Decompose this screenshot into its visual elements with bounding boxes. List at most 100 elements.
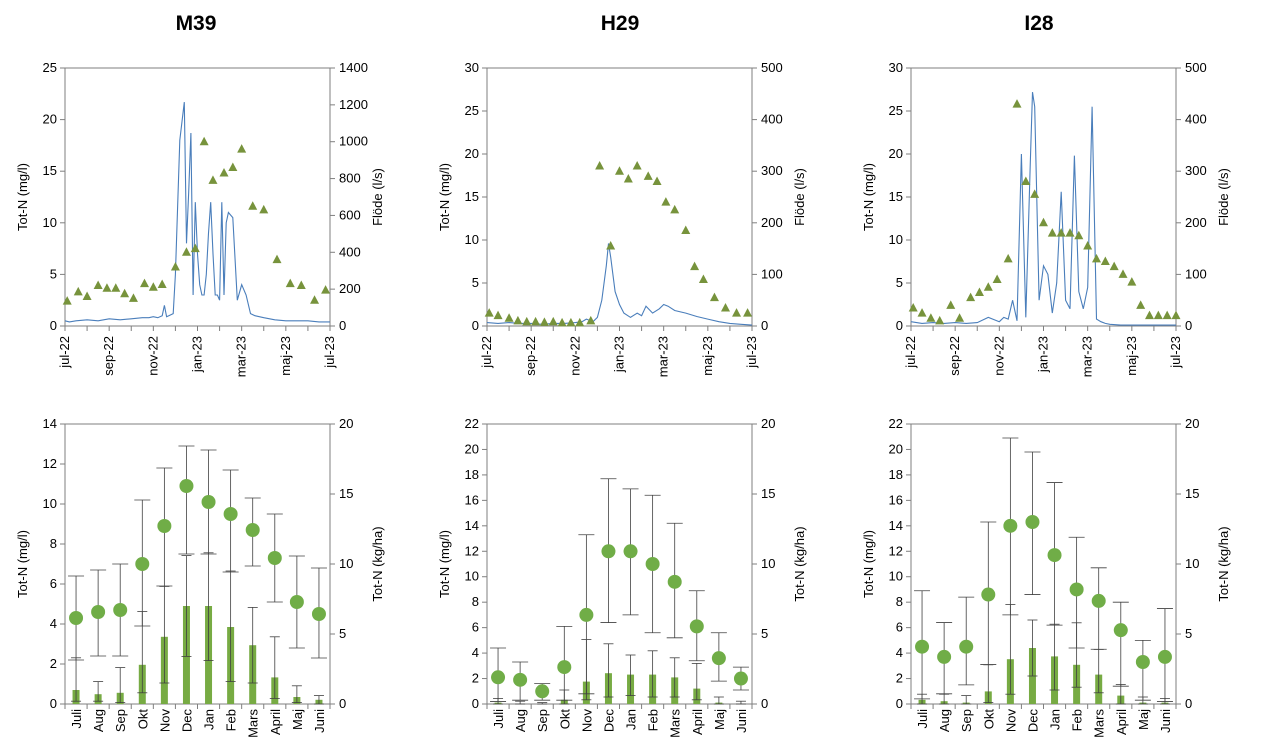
- x-tick-label: jul-23: [744, 336, 759, 369]
- y2-axis-label: Flöde (l/s): [1216, 168, 1231, 226]
- flow-marker: [181, 247, 191, 256]
- y-tick-label: 10: [465, 232, 479, 247]
- y-tick-label: 4: [50, 616, 57, 631]
- flow-marker: [228, 162, 238, 172]
- flow-marker: [721, 302, 730, 312]
- x-tick-label: Jan: [624, 709, 639, 730]
- flow-marker: [1162, 310, 1172, 320]
- flow-marker: [157, 279, 167, 289]
- x-tick-label: April: [1114, 709, 1129, 735]
- x-tick-label: maj-23: [278, 336, 293, 376]
- concentration-mean-dot: [113, 603, 128, 617]
- concentration-mean-dot: [1157, 649, 1172, 664]
- chart-m39-timeseries: 0 5 10 15 20 25 0 200 400 600 800 1000 1200 1400 Tot-N…: [15, 60, 385, 377]
- flow-marker: [615, 166, 624, 175]
- flow-marker: [504, 313, 514, 322]
- y-tick-label: 12: [465, 543, 479, 558]
- y2-tick-label: 5: [761, 626, 768, 641]
- flow-marker: [698, 274, 708, 284]
- tot-n-concentration-line: [64, 102, 330, 323]
- concentration-mean-dot: [959, 639, 974, 654]
- y-tick-label: 0: [896, 696, 903, 711]
- x-tick-label: nov-22: [567, 336, 582, 376]
- y2-tick-label: 10: [761, 556, 775, 571]
- flow-marker: [743, 308, 753, 317]
- x-tick-label: mar-23: [234, 336, 249, 377]
- concentration-mean-dot: [223, 507, 238, 521]
- concentration-mean-dot: [937, 649, 952, 664]
- concentration-mean-dot: [1069, 582, 1084, 597]
- flow-marker: [548, 316, 558, 326]
- flow-marker: [73, 286, 83, 296]
- concentration-mean-dot: [179, 479, 194, 493]
- y-tick-label: 20: [889, 146, 903, 161]
- y-tick-label: 5: [472, 275, 479, 290]
- x-tick-label: jul-22: [903, 336, 918, 369]
- flow-marker: [1145, 310, 1154, 320]
- flow-marker: [652, 176, 662, 186]
- flow-marker: [493, 310, 503, 320]
- x-tick-label: Nov: [579, 709, 594, 733]
- flow-marker: [1153, 310, 1163, 320]
- flow-marker: [670, 204, 680, 214]
- x-tick-label: Sep: [113, 709, 128, 732]
- flow-marker: [690, 261, 700, 271]
- chart-i28-monthly: 0 2 4 6 8 10 12 14 16 18 20 22 0 5 10 15 20 Tot-N (mg/l) T…: [861, 416, 1231, 738]
- x-tick-label: Jan: [1048, 709, 1063, 730]
- flow-marker: [1127, 277, 1137, 286]
- x-tick-label: Okt: [135, 709, 150, 730]
- x-tick-label: Dec: [179, 709, 194, 733]
- flow-marker: [237, 144, 247, 153]
- flow-marker: [586, 315, 596, 325]
- x-tick-label: Maj: [712, 709, 727, 730]
- x-tick-label: mar-23: [1080, 336, 1095, 377]
- flow-marker: [681, 225, 691, 235]
- flow-marker: [272, 254, 282, 264]
- x-tick-label: Maj: [290, 709, 305, 730]
- y-tick-label: 0: [472, 318, 479, 333]
- y2-tick-label: 800: [339, 171, 361, 186]
- x-tick-label: sep-22: [101, 336, 116, 376]
- concentration-mean-dot: [245, 523, 260, 537]
- y-tick-label: 25: [889, 103, 903, 118]
- flow-marker: [219, 168, 229, 177]
- concentration-mean-dot: [1113, 623, 1128, 638]
- flow-marker: [917, 308, 927, 317]
- concentration-mean-dot: [1025, 515, 1040, 529]
- flow-marker: [1109, 261, 1119, 271]
- y2-tick-label: 400: [339, 244, 361, 259]
- y2-tick-label: 0: [761, 318, 768, 333]
- x-tick-label: Maj: [1136, 709, 1151, 730]
- concentration-mean-dot: [1047, 548, 1062, 563]
- y2-tick-label: 20: [761, 416, 775, 431]
- y-tick-label: 6: [50, 576, 57, 591]
- y-tick-label: 10: [889, 232, 903, 247]
- flow-marker: [935, 315, 945, 325]
- concentration-mean-dot: [91, 605, 106, 619]
- flow-marker: [992, 274, 1002, 284]
- plot-frame: [486, 67, 753, 327]
- x-tick-label: jan-23: [190, 336, 205, 373]
- y-tick-label: 18: [889, 467, 903, 482]
- concentration-mean-dot: [1135, 655, 1150, 669]
- y-tick-label: 30: [465, 60, 479, 75]
- x-tick-label: Juni: [1158, 709, 1173, 733]
- x-tick-label: April: [268, 709, 283, 735]
- x-tick-label: Aug: [91, 709, 106, 732]
- flow-marker: [1092, 253, 1101, 263]
- concentration-mean-dot: [981, 587, 996, 602]
- x-tick-label: Mars: [1092, 709, 1107, 738]
- flow-marker: [632, 161, 642, 170]
- flow-marker: [983, 282, 993, 291]
- concentration-mean-dot: [915, 639, 930, 654]
- x-tick-label: nov-22: [991, 336, 1006, 376]
- y-tick-label: 18: [465, 467, 479, 482]
- flow-marker: [248, 201, 258, 210]
- x-tick-label: April: [690, 709, 705, 735]
- flow-marker: [539, 317, 549, 326]
- concentration-mean-dot: [289, 595, 304, 609]
- concentration-mean-dot: [623, 544, 638, 559]
- concentration-mean-dot: [135, 557, 150, 571]
- plot-frame: [64, 423, 331, 705]
